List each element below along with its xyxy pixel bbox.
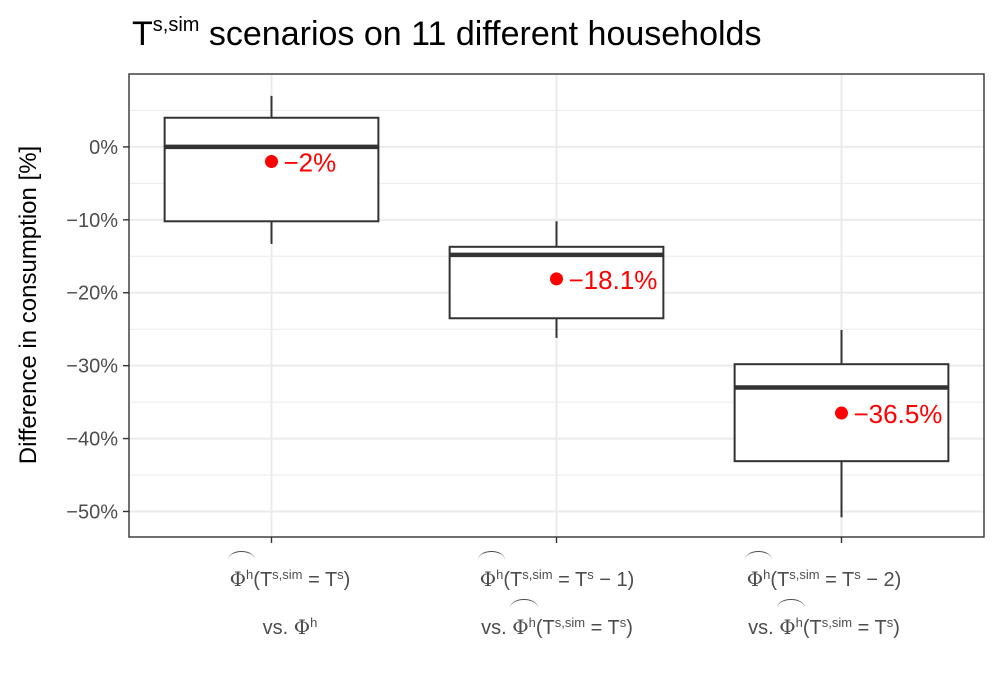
x-tick-label-2-line-2: vs. Φh(Ts,sim = Ts) (427, 599, 687, 639)
mean-label: −2% (284, 147, 337, 177)
y-axis-label: Difference in consumption [%] (15, 146, 42, 464)
mean-point (835, 406, 848, 420)
y-tick-label: −20% (66, 283, 118, 305)
mean-label: −18.1% (569, 265, 658, 295)
title-sup: s,sim (152, 14, 200, 36)
x-tick-label-3-line-1: Φh(Ts,sim = Ts − 2) (694, 551, 954, 591)
title-main: T (132, 15, 153, 53)
x-tick-label-3: Φh(Ts,sim = Ts − 2) vs. Φh(Ts,sim = Ts) (694, 551, 954, 639)
mean-label: −36.5% (854, 399, 943, 429)
chart-title: Ts,sim scenarios on 11 different househo… (132, 14, 761, 54)
title-rest: scenarios on 11 different households (199, 15, 762, 53)
y-tick-label: 0% (89, 137, 118, 159)
x-tick-label-2-line-1: Φh(Ts,sim = Ts − 1) (427, 551, 687, 591)
box-3: −36.5% (733, 329, 950, 518)
x-tick-label-1-line-1: Φh(Ts,sim = Ts) (170, 551, 410, 591)
box-2: −18.1% (448, 221, 665, 338)
x-tick-label-2: Φh(Ts,sim = Ts − 1) vs. Φh(Ts,sim = Ts) (427, 551, 687, 639)
y-tick-label: −30% (66, 356, 118, 378)
mean-point (550, 272, 563, 286)
y-tick-label: −40% (66, 429, 118, 451)
x-tick-label-1: Φh(Ts,sim = Ts) vs. Φh (170, 551, 410, 639)
y-tick-label: −10% (66, 210, 118, 232)
box-1: −2% (163, 95, 380, 244)
box-iqr (163, 116, 380, 223)
boxes: −2% −18.1% −36.5% (163, 95, 950, 518)
x-tick-label-3-line-2: vs. Φh(Ts,sim = Ts) (694, 599, 954, 639)
mean-point (265, 154, 278, 168)
y-axis: 0% −10% −20% −30% −40% −50% (66, 137, 843, 543)
x-tick-label-1-line-2: vs. Φh (262, 615, 318, 639)
y-tick-label: −50% (66, 501, 118, 523)
